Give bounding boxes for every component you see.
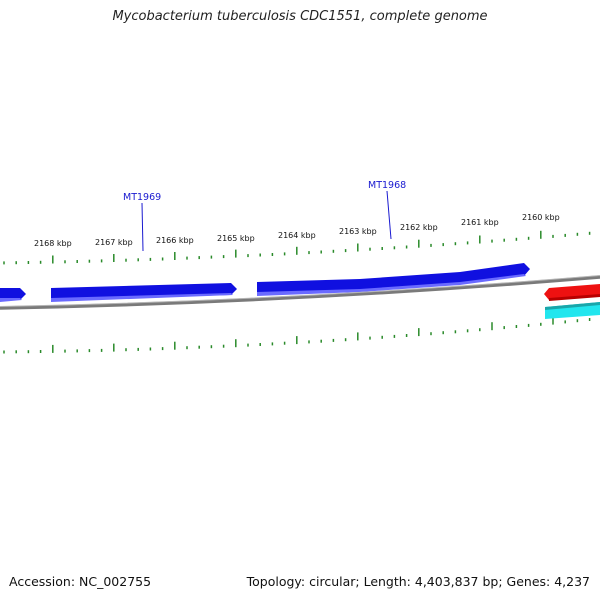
- gene-label-mt1968[interactable]: MT1968: [368, 180, 406, 240]
- reverse-genes: [544, 284, 600, 319]
- genome-summary-text: Topology: circular; Length: 4,403,837 bp…: [246, 574, 590, 589]
- gene-arrow-shade: [549, 294, 600, 301]
- gene-arrow-shade: [545, 302, 600, 310]
- genome-backbone-highlight: [0, 275, 600, 307]
- gene-leader-line: [386, 190, 392, 240]
- gene-label-mt1969[interactable]: MT1969: [123, 192, 161, 252]
- kbp-labels: 2168 kbp 2167 kbp 2166 kbp 2165 kbp 2164…: [34, 213, 560, 248]
- gene-arrow-mt1968[interactable]: [257, 263, 530, 294]
- gene-label-text: MT1969: [123, 192, 161, 203]
- outer-ruler-ticks: [3, 230, 591, 265]
- map-title: Mycobacterium tuberculosis CDC1551, comp…: [112, 9, 488, 24]
- gene-arrow[interactable]: [0, 288, 26, 300]
- genome-backbone: [0, 275, 600, 310]
- inner-ruler-ticks: [3, 316, 591, 354]
- gene-leader-line: [141, 202, 144, 252]
- accession-text: Accession: NC_002755: [9, 574, 152, 589]
- kbp-label-2166: 2166 kbp: [156, 236, 194, 245]
- kbp-label-2163: 2163 kbp: [339, 227, 377, 236]
- kbp-label-2161: 2161 kbp: [461, 218, 499, 227]
- kbp-label-2164: 2164 kbp: [278, 231, 316, 240]
- kbp-label-2160: 2160 kbp: [522, 213, 560, 222]
- forward-genes: [0, 263, 530, 302]
- gene-arrow: [0, 298, 22, 302]
- gene-arrow-shade: [257, 274, 526, 296]
- kbp-label-2167: 2167 kbp: [95, 238, 133, 247]
- gene-label-text: MT1968: [368, 180, 406, 191]
- kbp-label-2168: 2168 kbp: [34, 239, 72, 248]
- kbp-label-2165: 2165 kbp: [217, 234, 255, 243]
- kbp-label-2162: 2162 kbp: [400, 223, 438, 232]
- gene-arrow-shade: [51, 293, 233, 302]
